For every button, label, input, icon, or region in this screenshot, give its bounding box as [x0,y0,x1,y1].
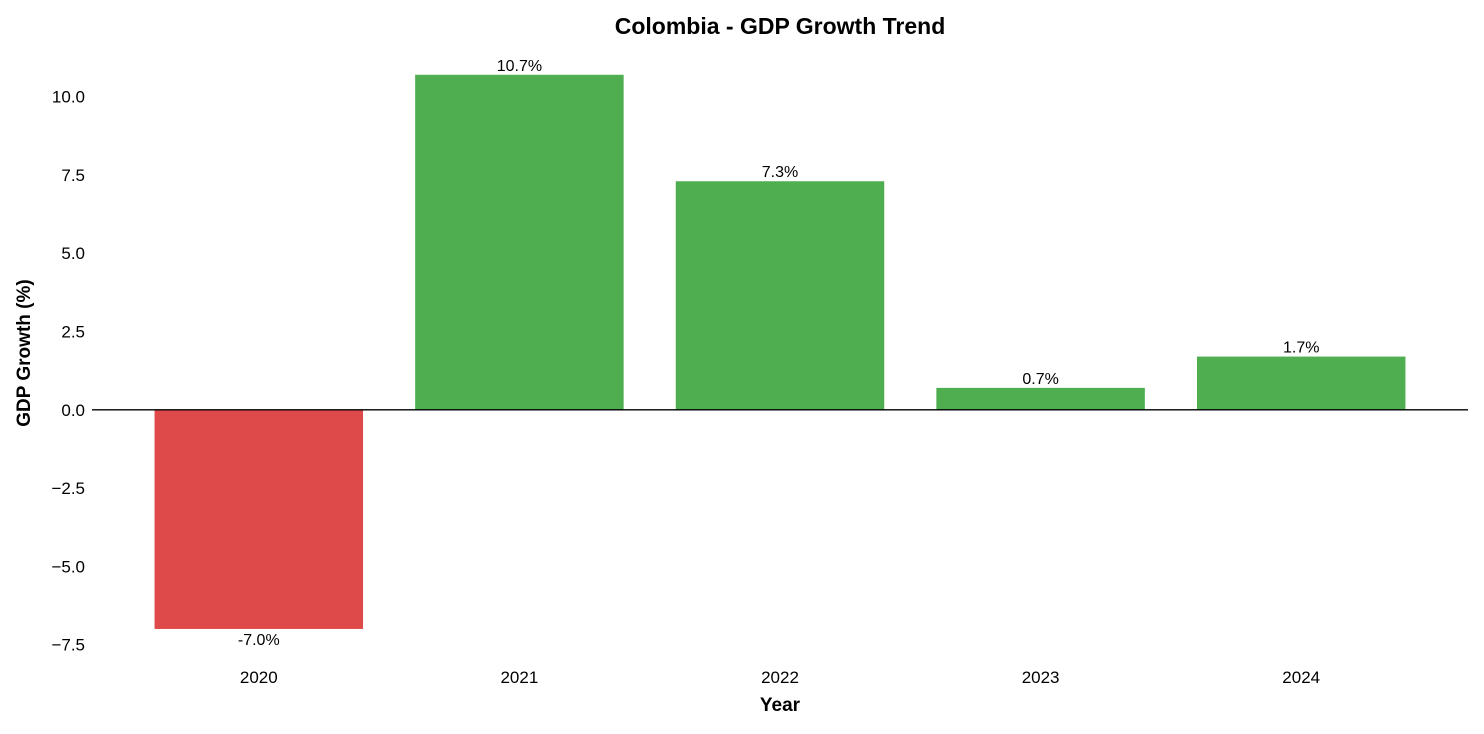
y-tick-label: 2.5 [61,323,85,342]
bar-2023 [936,387,1145,410]
y-tick-label: 5.0 [61,244,85,263]
x-axis-label: Year [760,695,801,716]
y-tick-label: 0.0 [61,401,85,420]
x-tick-label: 2024 [1282,668,1320,687]
y-tick-label: −2.5 [51,479,85,498]
y-tick-label: −5.0 [51,557,85,576]
bar-2020 [154,409,364,629]
data-label: 1.7% [1283,340,1319,357]
x-tick-label: 2020 [240,668,278,687]
y-tick-label: 7.5 [61,166,85,185]
bar-2022 [675,181,885,410]
x-tick-label: 2022 [761,668,799,687]
y-tick-label: 10.0 [52,88,85,107]
y-axis-label: GDP Growth (%) [14,279,35,426]
data-label: -7.0% [238,632,280,649]
data-label: 0.7% [1022,371,1058,388]
bar-2021 [415,74,624,410]
x-tick-label: 2023 [1022,668,1060,687]
chart-title: Colombia - GDP Growth Trend [615,13,946,39]
data-label: 10.7% [497,58,542,75]
bar-2024 [1196,356,1406,410]
y-tick-label: −7.5 [51,636,85,655]
data-label: 7.3% [762,164,798,181]
x-tick-label: 2021 [500,668,538,687]
